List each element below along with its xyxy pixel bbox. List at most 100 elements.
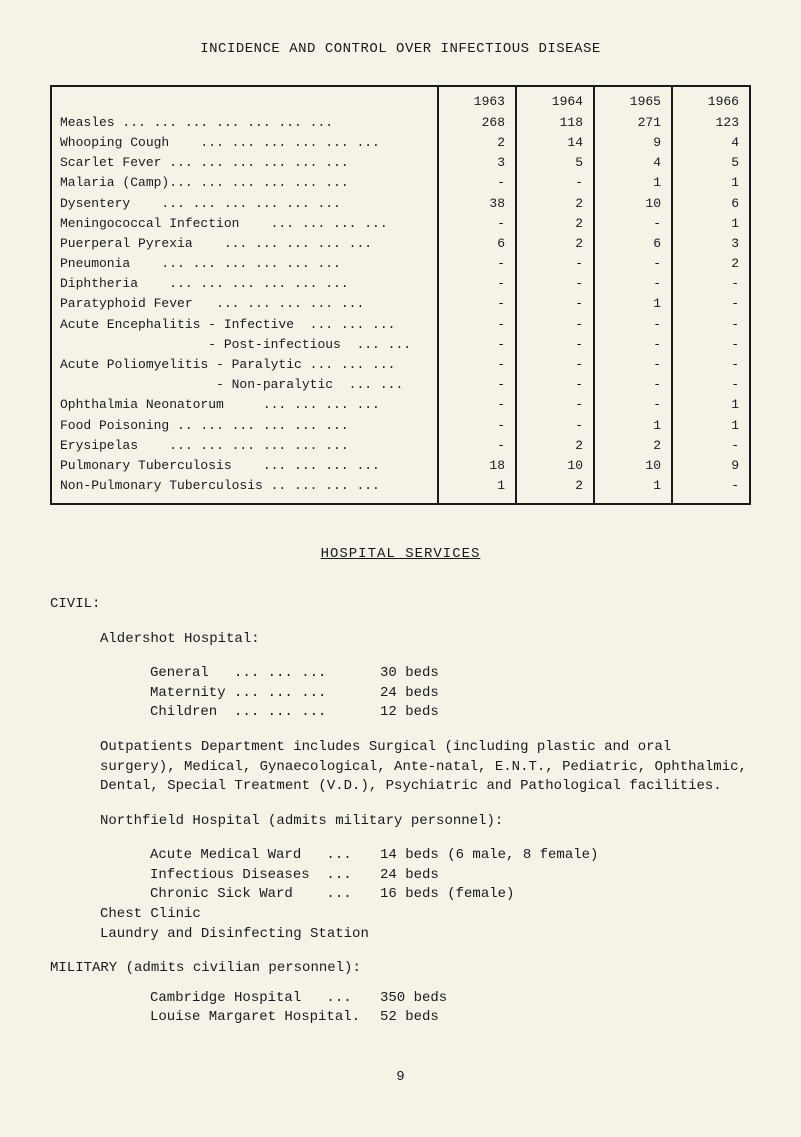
data-cell: 14 xyxy=(516,133,594,153)
data-cell: - xyxy=(672,335,750,355)
disease-label: Pneumonia ... ... ... ... ... ... xyxy=(51,254,438,274)
table-row: Dysentery ... ... ... ... ... ...382106 xyxy=(51,194,750,214)
data-cell: 6 xyxy=(438,234,516,254)
disease-label: Non-Pulmonary Tuberculosis .. ... ... ..… xyxy=(51,476,438,504)
table-row: Measles ... ... ... ... ... ... ...26811… xyxy=(51,113,750,133)
item-value: 16 beds (female) xyxy=(380,885,751,905)
data-cell: - xyxy=(438,294,516,314)
list-item: Children ... ... ...12 beds xyxy=(150,703,751,723)
table-row: - Post-infectious ... ...---- xyxy=(51,335,750,355)
item-label: Children ... ... ... xyxy=(150,703,380,723)
page-number: 9 xyxy=(50,1068,751,1088)
data-cell: 10 xyxy=(594,456,672,476)
item-label: Cambridge Hospital ... xyxy=(150,989,380,1009)
disease-label: Whooping Cough ... ... ... ... ... ... xyxy=(51,133,438,153)
list-item: General ... ... ...30 beds xyxy=(150,664,751,684)
item-value: 24 beds xyxy=(380,866,751,886)
data-cell: - xyxy=(516,254,594,274)
laundry-station: Laundry and Disinfecting Station xyxy=(100,925,751,945)
data-cell: 2 xyxy=(672,254,750,274)
data-cell: 1 xyxy=(594,476,672,504)
table-row: Pulmonary Tuberculosis ... ... ... ...18… xyxy=(51,456,750,476)
data-cell: - xyxy=(438,274,516,294)
data-cell: 9 xyxy=(672,456,750,476)
data-cell: - xyxy=(516,173,594,193)
data-cell: - xyxy=(672,274,750,294)
data-cell: - xyxy=(594,335,672,355)
data-cell: - xyxy=(672,436,750,456)
data-cell: - xyxy=(438,355,516,375)
chest-clinic: Chest Clinic xyxy=(100,905,751,925)
year-header: 1963 xyxy=(438,86,516,113)
disease-label: Scarlet Fever ... ... ... ... ... ... xyxy=(51,153,438,173)
table-row: Erysipelas ... ... ... ... ... ...-22- xyxy=(51,436,750,456)
data-cell: - xyxy=(438,375,516,395)
table-row: Whooping Cough ... ... ... ... ... ...21… xyxy=(51,133,750,153)
data-cell: - xyxy=(672,476,750,504)
data-cell: - xyxy=(672,375,750,395)
data-cell: - xyxy=(672,294,750,314)
military-header: MILITARY (admits civilian personnel): xyxy=(50,959,751,979)
data-cell: - xyxy=(516,274,594,294)
data-cell: 271 xyxy=(594,113,672,133)
disease-label: Acute Encephalitis - Infective ... ... .… xyxy=(51,315,438,335)
data-cell: 2 xyxy=(516,436,594,456)
data-cell: 268 xyxy=(438,113,516,133)
data-cell: 123 xyxy=(672,113,750,133)
data-cell: - xyxy=(438,214,516,234)
year-header: 1964 xyxy=(516,86,594,113)
data-cell: - xyxy=(516,294,594,314)
data-cell: 2 xyxy=(516,476,594,504)
data-cell: - xyxy=(672,355,750,375)
table-row: Pneumonia ... ... ... ... ... ...---2 xyxy=(51,254,750,274)
list-item: Infectious Diseases ...24 beds xyxy=(150,866,751,886)
data-cell: 1 xyxy=(594,416,672,436)
disease-label: Paratyphoid Fever ... ... ... ... ... xyxy=(51,294,438,314)
data-cell: 2 xyxy=(438,133,516,153)
data-cell: 1 xyxy=(672,416,750,436)
item-value: 52 beds xyxy=(380,1008,751,1028)
item-value: 350 beds xyxy=(380,989,751,1009)
data-cell: - xyxy=(438,416,516,436)
data-cell: 4 xyxy=(594,153,672,173)
table-row: Non-Pulmonary Tuberculosis .. ... ... ..… xyxy=(51,476,750,504)
table-row: Acute Poliomyelitis - Paralytic ... ... … xyxy=(51,355,750,375)
hospital-services-header: HOSPITAL SERVICES xyxy=(50,545,751,565)
data-cell: - xyxy=(438,335,516,355)
data-cell: - xyxy=(594,395,672,415)
data-cell: 18 xyxy=(438,456,516,476)
disease-label: - Post-infectious ... ... xyxy=(51,335,438,355)
data-cell: - xyxy=(594,274,672,294)
table-row: Paratyphoid Fever ... ... ... ... ...--1… xyxy=(51,294,750,314)
item-label: Chronic Sick Ward ... xyxy=(150,885,380,905)
data-cell: 1 xyxy=(594,173,672,193)
data-cell: - xyxy=(594,355,672,375)
table-row: Diphtheria ... ... ... ... ... ...---- xyxy=(51,274,750,294)
data-cell: 6 xyxy=(672,194,750,214)
data-cell: 1 xyxy=(438,476,516,504)
data-cell: 10 xyxy=(516,456,594,476)
item-value: 30 beds xyxy=(380,664,751,684)
data-cell: 118 xyxy=(516,113,594,133)
data-cell: 1 xyxy=(672,395,750,415)
list-item: Chronic Sick Ward ...16 beds (female) xyxy=(150,885,751,905)
data-cell: - xyxy=(516,315,594,335)
incidence-table: 1963196419651966Measles ... ... ... ... … xyxy=(50,85,751,506)
data-cell: 5 xyxy=(516,153,594,173)
item-label: General ... ... ... xyxy=(150,664,380,684)
data-cell: - xyxy=(516,375,594,395)
page-title: INCIDENCE AND CONTROL OVER INFECTIOUS DI… xyxy=(50,40,751,60)
disease-label: Puerperal Pyrexia ... ... ... ... ... xyxy=(51,234,438,254)
item-value: 24 beds xyxy=(380,684,751,704)
data-cell: 38 xyxy=(438,194,516,214)
list-item: Louise Margaret Hospital.52 beds xyxy=(150,1008,751,1028)
item-label: Acute Medical Ward ... xyxy=(150,846,380,866)
disease-label: Acute Poliomyelitis - Paralytic ... ... … xyxy=(51,355,438,375)
data-cell: 1 xyxy=(672,173,750,193)
data-cell: 2 xyxy=(594,436,672,456)
data-cell: - xyxy=(438,315,516,335)
data-cell: - xyxy=(438,436,516,456)
northfield-title: Northfield Hospital (admits military per… xyxy=(100,812,751,832)
year-header: 1966 xyxy=(672,86,750,113)
disease-label: Pulmonary Tuberculosis ... ... ... ... xyxy=(51,456,438,476)
